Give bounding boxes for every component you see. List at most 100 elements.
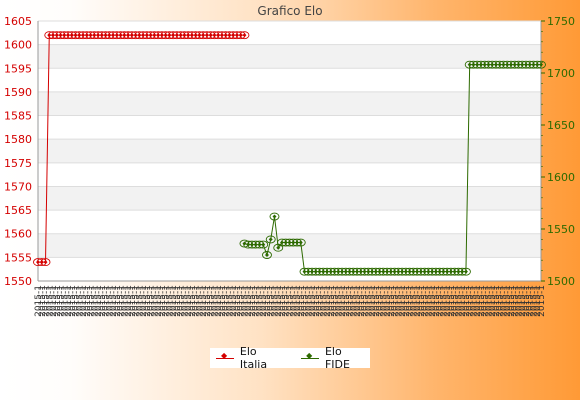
x-tick-label: 2015-1 bbox=[308, 285, 318, 317]
left-tick-label: 1560 bbox=[4, 228, 32, 241]
x-tick-label: 2015-1 bbox=[526, 285, 536, 317]
x-tick-label: 2015-1 bbox=[477, 285, 487, 317]
left-tick-label: 1575 bbox=[4, 157, 32, 170]
grid-band bbox=[38, 44, 541, 69]
right-tick-label: 1550 bbox=[547, 223, 575, 236]
x-tick-label: 2015-1 bbox=[113, 285, 123, 317]
x-tick-label: 2015-1 bbox=[357, 285, 367, 317]
x-tick-label: 2015-1 bbox=[454, 285, 464, 317]
x-tick-label: 2015-1 bbox=[297, 285, 307, 317]
x-tick-label: 2015-1 bbox=[349, 285, 359, 317]
x-tick-label: 2015-1 bbox=[511, 285, 521, 317]
x-tick-label: 2015-1 bbox=[533, 285, 543, 317]
legend: Elo Italia Elo FIDE bbox=[210, 345, 370, 371]
x-tick-label: 2015-1 bbox=[462, 285, 472, 317]
x-tick-label: 2015-1 bbox=[240, 285, 250, 317]
x-tick-label: 2015-1 bbox=[248, 285, 258, 317]
x-tick-label: 2015-1 bbox=[376, 285, 386, 317]
data-point bbox=[40, 258, 51, 267]
legend-item-elo-fide[interactable]: Elo FIDE bbox=[301, 345, 370, 371]
x-tick-label: 2015-1 bbox=[192, 285, 202, 317]
x-tick-label: 2015-1 bbox=[128, 285, 138, 317]
grid-band bbox=[38, 233, 541, 258]
legend-item-elo-italia[interactable]: Elo Italia bbox=[216, 345, 287, 371]
x-tick-label: 2015-1 bbox=[372, 285, 382, 317]
x-tick-label: 2015-1 bbox=[139, 285, 149, 317]
x-tick-label: 2015-1 bbox=[496, 285, 506, 317]
x-tick-label: 2015-1 bbox=[327, 285, 337, 317]
x-tick-label: 2015-1 bbox=[346, 285, 356, 317]
x-tick-label: 2015-1 bbox=[229, 285, 239, 317]
x-tick-label: 2015-1 bbox=[312, 285, 322, 317]
x-tick-label: 2015-1 bbox=[406, 285, 416, 317]
x-tick-label: 2015-1 bbox=[458, 285, 468, 317]
x-tick-label: 2015-1 bbox=[270, 285, 280, 317]
x-tick-label: 2015-1 bbox=[451, 285, 461, 317]
grid-band bbox=[38, 91, 541, 116]
x-tick-label: 2015-1 bbox=[259, 285, 269, 317]
x-tick-label: 2015-1 bbox=[278, 285, 288, 317]
x-tick-label: 2015-1 bbox=[466, 285, 476, 317]
x-tick-label: 2015-1 bbox=[165, 285, 175, 317]
x-tick-label: 2015-1 bbox=[267, 285, 277, 317]
x-tick-label: 2015-1 bbox=[135, 285, 145, 317]
left-tick-label: 1565 bbox=[4, 204, 32, 217]
grid-band bbox=[38, 186, 541, 211]
x-tick-label: 2015-1 bbox=[413, 285, 423, 317]
x-tick-label: 2015-1 bbox=[75, 285, 85, 317]
legend-marker-icon bbox=[216, 351, 234, 363]
data-point bbox=[258, 240, 269, 249]
x-tick-label: 2015-1 bbox=[150, 285, 160, 317]
x-tick-label: 2015-1 bbox=[537, 285, 547, 317]
x-tick-label: 2015-1 bbox=[207, 285, 217, 317]
x-tick-label: 2015-1 bbox=[379, 285, 389, 317]
x-tick-label: 2015-1 bbox=[79, 285, 89, 317]
data-point bbox=[239, 31, 250, 40]
data-point bbox=[460, 267, 471, 276]
left-tick-label: 1580 bbox=[4, 133, 32, 146]
x-tick-label: 2015-1 bbox=[124, 285, 134, 317]
right-tick-label: 1600 bbox=[547, 171, 575, 184]
x-tick-label: 2015-1 bbox=[282, 285, 292, 317]
x-tick-label: 2015-1 bbox=[195, 285, 205, 317]
left-tick-label: 1585 bbox=[4, 110, 32, 123]
data-point bbox=[269, 212, 280, 221]
x-tick-labels: 2015-12015-12015-12015-12015-12015-12015… bbox=[34, 285, 547, 317]
x-tick-label: 2015-1 bbox=[64, 285, 74, 317]
x-tick-label: 2015-1 bbox=[316, 285, 326, 317]
x-tick-label: 2015-1 bbox=[402, 285, 412, 317]
right-tick-label: 1500 bbox=[547, 275, 575, 288]
x-tick-label: 2015-1 bbox=[120, 285, 130, 317]
x-tick-label: 2015-1 bbox=[286, 285, 296, 317]
series-elo-fide bbox=[239, 60, 546, 276]
x-tick-label: 2015-1 bbox=[109, 285, 119, 317]
x-tick-label: 2015-1 bbox=[98, 285, 108, 317]
left-tick-label: 1550 bbox=[4, 275, 32, 288]
x-tick-label: 2015-1 bbox=[237, 285, 247, 317]
x-tick-label: 2015-1 bbox=[188, 285, 198, 317]
x-tick-label: 2015-1 bbox=[289, 285, 299, 317]
x-tick-label: 2015-1 bbox=[499, 285, 509, 317]
x-tick-label: 2015-1 bbox=[432, 285, 442, 317]
data-point-marker bbox=[264, 253, 269, 257]
x-tick-label: 2015-1 bbox=[203, 285, 213, 317]
x-tick-label: 2015-1 bbox=[353, 285, 363, 317]
x-tick-label: 2015-1 bbox=[383, 285, 393, 317]
data-point-marker bbox=[298, 240, 303, 245]
x-tick-label: 2015-1 bbox=[424, 285, 434, 317]
x-tick-label: 2015-1 bbox=[398, 285, 408, 317]
x-tick-label: 2015-1 bbox=[518, 285, 528, 317]
data-point-marker bbox=[242, 33, 247, 38]
x-tick-label: 2015-1 bbox=[147, 285, 157, 317]
data-point-marker bbox=[463, 269, 468, 274]
x-tick-label: 2015-1 bbox=[391, 285, 401, 317]
x-tick-label: 2015-1 bbox=[68, 285, 78, 317]
series-layer bbox=[33, 31, 546, 276]
x-tick-label: 2015-1 bbox=[417, 285, 427, 317]
x-tick-label: 2015-1 bbox=[529, 285, 539, 317]
data-point-marker bbox=[539, 62, 543, 67]
x-tick-label: 2015-1 bbox=[439, 285, 449, 317]
x-tick-label: 2015-1 bbox=[169, 285, 179, 317]
x-tick-label: 2015-1 bbox=[252, 285, 262, 317]
